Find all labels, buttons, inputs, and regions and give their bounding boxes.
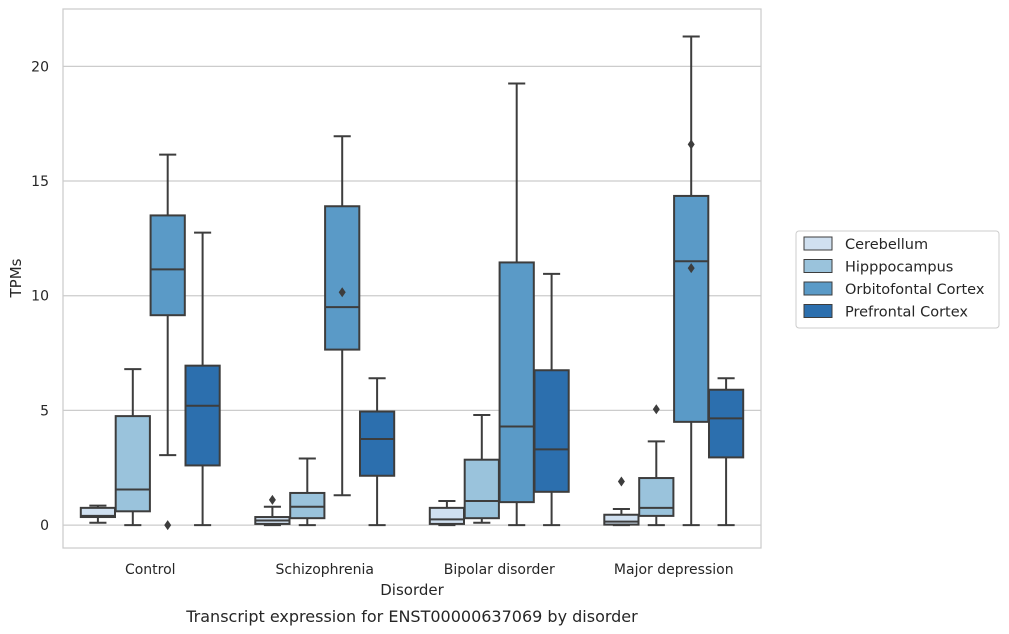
legend-swatch	[803, 259, 833, 273]
box-iqr	[673, 194, 710, 423]
y-axis-title: TPMs	[7, 258, 25, 298]
outlier-point	[687, 139, 695, 150]
box-iqr	[533, 369, 570, 493]
outlier-point	[164, 520, 172, 531]
box-iqr	[463, 458, 500, 520]
box-cerebellum	[79, 504, 117, 524]
box-prefrontal-cortex	[184, 231, 221, 527]
box-iqr	[79, 506, 117, 519]
box-hipppocampus	[114, 368, 151, 527]
box-orbitofontal-cortex	[149, 153, 186, 531]
box-prefrontal-cortex	[358, 377, 396, 527]
plot-frame	[62, 8, 762, 549]
box-iqr	[114, 415, 151, 513]
outlier-point	[268, 494, 276, 505]
legend-label: Hipppocampus	[845, 260, 953, 276]
x-tick-label: Major depression	[614, 562, 734, 578]
box-hipppocampus	[463, 413, 500, 524]
box-iqr	[707, 388, 745, 459]
legend-swatch	[803, 236, 833, 251]
box-hipppocampus	[289, 457, 326, 527]
legend-frame	[795, 230, 1000, 329]
box-orbitofontal-cortex	[498, 82, 535, 527]
legend-label: Orbitofontal Cortex	[845, 282, 985, 298]
box-orbitofontal-cortex	[673, 35, 710, 527]
y-tick-label: 5	[40, 403, 49, 419]
box-iqr	[603, 513, 640, 526]
box-iqr	[498, 261, 535, 504]
box-iqr	[324, 205, 361, 351]
box-orbitofontal-cortex	[324, 135, 361, 497]
y-tick-labels: 0 5 10 15 20	[31, 59, 49, 534]
legend-swatch	[803, 304, 833, 318]
legend-label: Cerebellum	[845, 237, 928, 253]
x-tick-label: Control	[125, 562, 176, 578]
outlier-point	[652, 404, 660, 415]
outlier-point	[687, 263, 695, 274]
box-cerebellum	[254, 494, 291, 527]
legend: Cerebellum Hipppocampus Orbitofontal Corte…	[795, 230, 1000, 329]
x-tick-label: Bipolar disorder	[444, 562, 555, 578]
box-prefrontal-cortex	[707, 377, 745, 527]
x-tick-label: Schizophrenia	[276, 562, 374, 578]
box-iqr	[149, 214, 186, 317]
box-iqr	[289, 491, 326, 520]
y-tick-label: 15	[31, 174, 49, 190]
x-axis-title: Disorder	[380, 581, 444, 599]
chart-caption: Transcript expression for ENST0000063706…	[185, 607, 638, 626]
box-cerebellum	[428, 499, 466, 527]
legend-swatch	[803, 281, 833, 296]
outlier-point	[617, 476, 625, 487]
box-iqr	[184, 364, 221, 467]
y-tick-label: 20	[31, 59, 49, 75]
box-iqr	[638, 477, 675, 517]
box-hipppocampus	[638, 404, 675, 527]
box-prefrontal-cortex	[533, 272, 570, 527]
box-iqr	[428, 506, 466, 525]
x-tick-labels: Control Schizophrenia Bipolar disorder Majo…	[125, 562, 734, 578]
outlier-point	[338, 287, 346, 298]
y-tick-label: 10	[31, 289, 49, 305]
box-iqr	[358, 410, 396, 477]
boxes	[79, 35, 745, 531]
y-tick-label: 0	[40, 518, 49, 534]
legend-label: Prefrontal Cortex	[845, 305, 968, 321]
box-cerebellum	[603, 476, 640, 527]
